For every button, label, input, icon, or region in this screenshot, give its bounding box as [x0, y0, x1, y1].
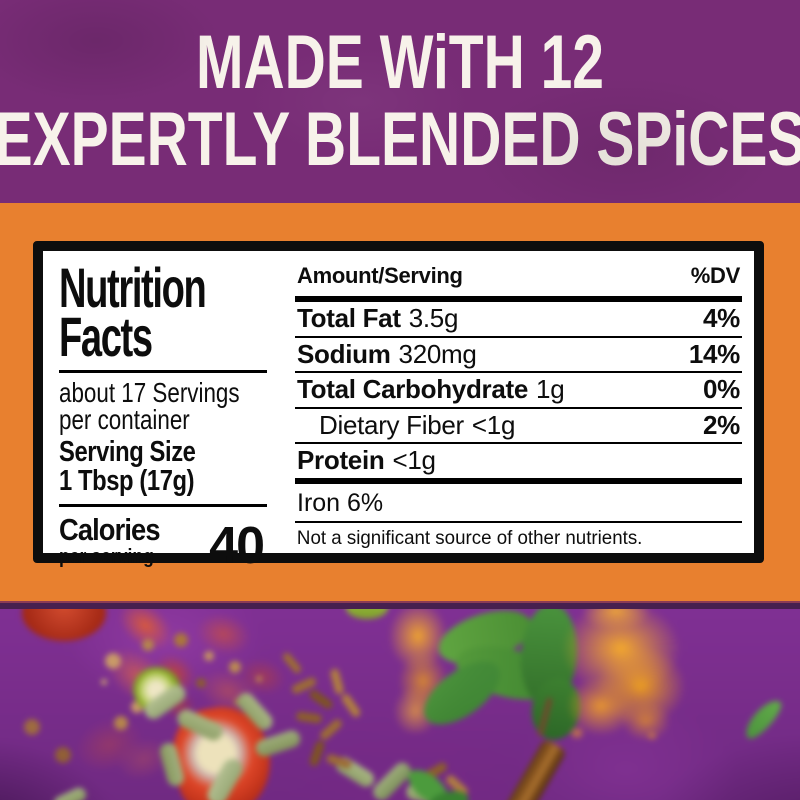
cumin-seed [329, 667, 345, 696]
nutrient-name: Sodium [297, 338, 391, 369]
spice-photo [0, 601, 800, 800]
divider-rule [59, 369, 267, 373]
turmeric-powder-pile [551, 601, 711, 753]
nutrient-name-value: Total Fat 3.5g [297, 305, 458, 332]
nutrient-row: Total Carbohydrate 1g 0% [295, 373, 742, 409]
servings-per-container: about 17 Servings per container [59, 376, 241, 435]
nutrient-row: Protein <1g [295, 444, 742, 484]
servings-line-2: per container [59, 403, 190, 435]
cumin-seed [339, 692, 363, 719]
nutrient-daily-value: 0% [703, 374, 740, 405]
nutrient-row: Total Fat 3.5g 4% [295, 302, 742, 338]
iron-row: Iron 6% [295, 484, 742, 523]
title-line-2: Facts [59, 305, 153, 369]
cumin-seed [318, 717, 344, 742]
calories-sublabel: per serving [59, 545, 154, 568]
spice-photo-content [0, 601, 800, 800]
photo-divider-strip [0, 601, 800, 609]
nutrient-amount: 1g [536, 374, 565, 405]
calories-value: 40 [209, 517, 265, 576]
nutrient-amount: <1g [392, 445, 436, 476]
nutrition-facts-panel: Nutrition Facts about 17 Servings per co… [33, 241, 764, 572]
nutrition-section: Nutrition Facts about 17 Servings per co… [0, 203, 800, 601]
nutrient-name: Protein [297, 445, 385, 476]
nutrient-amount: 320mg [398, 338, 477, 369]
nutrition-left-column: Nutrition Facts about 17 Servings per co… [59, 256, 287, 572]
cumin-seed [308, 739, 326, 768]
servings-line-1: about 17 Servings [59, 376, 240, 408]
nutrient-daily-value: 2% [703, 409, 740, 440]
nutrient-row: Dietary Fiber <1g 2% [295, 409, 742, 445]
nutrient-name-value: Total Carbohydrate 1g [297, 374, 565, 405]
nutrient-name: Dietary Fiber [319, 409, 464, 440]
nutrition-facts-title: Nutrition Facts [59, 256, 214, 369]
banner-headline-line2: EXPERTLY BLENDED SPiCES [0, 96, 800, 182]
serving-size: Serving Size 1 Tbsp (17g) [59, 438, 246, 496]
bay-leaf [740, 695, 786, 743]
nutrient-daily-value: 4% [703, 303, 740, 333]
header-amount-serving: Amount/Serving [297, 263, 463, 288]
nutrient-daily-value: 14% [688, 338, 740, 369]
nutrient-name-value: Protein <1g [297, 447, 436, 474]
cumin-seed [307, 688, 335, 711]
nutrient-rows: Total Fat 3.5g 4% Sodium 320mg 14% Total C… [295, 302, 742, 484]
nutrient-amount: 3.5g [408, 303, 459, 333]
table-header: Amount/Serving %DV [295, 259, 742, 302]
calories-label: Calories [59, 512, 161, 548]
cinnamon-stick [486, 738, 568, 800]
nutrient-name: Total Carbohydrate [297, 374, 529, 405]
serving-size-value: 1 Tbsp (17g) [59, 465, 195, 498]
divider-rule [59, 504, 267, 508]
nutrient-name: Total Fat [297, 303, 401, 333]
footnote: Not a significant source of other nutrie… [296, 526, 643, 549]
nutrient-name-value: Dietary Fiber <1g [297, 409, 516, 440]
header-percent-dv: %DV [690, 263, 741, 288]
cumin-seed [295, 711, 323, 724]
calories-labels: Calories per serving [59, 512, 205, 568]
banner-headline-line1: MADE WiTH 12 [195, 19, 605, 105]
nutrition-table: Amount/Serving %DV Total Fat 3.5g 4% Sodi… [287, 259, 742, 549]
nutrient-row: Sodium 320mg 14% [295, 338, 742, 374]
serving-size-label: Serving Size [59, 436, 196, 469]
nutrient-name-value: Sodium 320mg [297, 338, 477, 369]
title-line-1: Nutrition [59, 256, 207, 319]
top-banner: MADE WiTH 12 EXPERTLY BLENDED SPiCES [0, 0, 800, 203]
nutrient-amount: <1g [471, 409, 516, 440]
calories-row: Calories per serving 40 [59, 512, 267, 576]
